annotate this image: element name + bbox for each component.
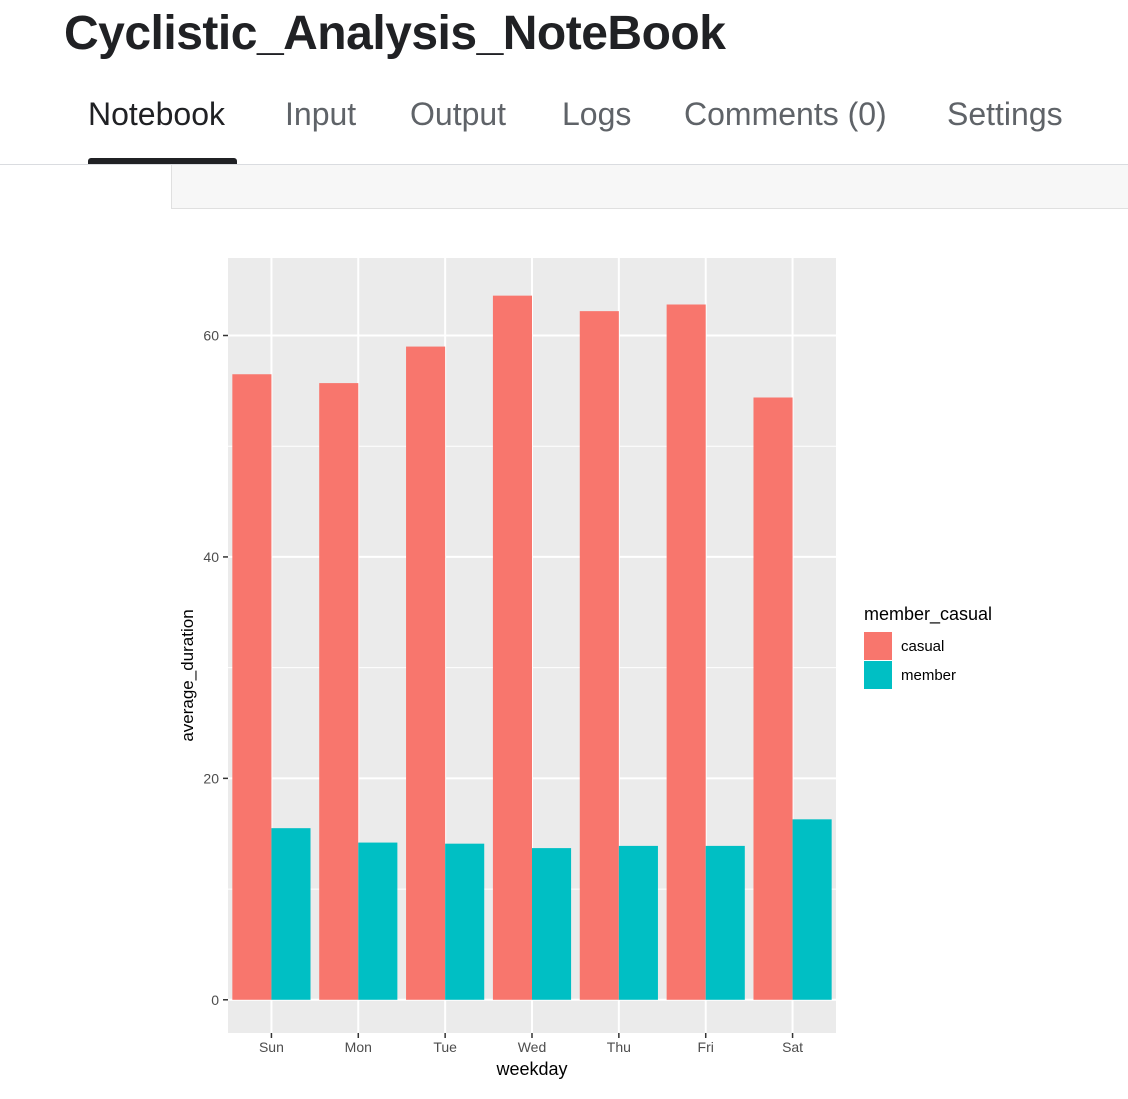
x-tick-label: Sat (782, 1039, 803, 1055)
legend-key-member (864, 661, 892, 689)
bar-member-thu (618, 845, 658, 1000)
notebook-title: Cyclistic_Analysis_NoteBook (64, 7, 726, 60)
x-axis-title: weekday (495, 1059, 567, 1079)
bar-member-sat (792, 819, 832, 1000)
y-tick-label: 40 (203, 549, 219, 565)
bar-casual-fri (666, 304, 706, 1000)
y-tick-label: 60 (203, 328, 219, 344)
bar-casual-sun (232, 374, 272, 1000)
y-axis-title: average_duration (178, 609, 197, 741)
bar-casual-mon (319, 383, 359, 1000)
legend-label-casual: casual (901, 638, 944, 655)
x-tick-label: Fri (698, 1039, 714, 1055)
bar-casual-wed (492, 295, 532, 1000)
bar-member-mon (358, 842, 398, 1000)
bar-casual-sat (753, 397, 793, 1000)
bar-member-fri (705, 845, 745, 1000)
tab-logs[interactable]: Logs (562, 96, 632, 132)
tab-settings[interactable]: Settings (947, 96, 1063, 132)
y-tick-label: 20 (203, 770, 219, 786)
active-tab-indicator (88, 158, 237, 164)
tab-comments[interactable]: Comments (0) (684, 96, 887, 132)
bar-casual-thu (579, 311, 619, 1000)
tab-notebook[interactable]: Notebook (88, 96, 225, 132)
x-tick-label: Sun (259, 1039, 284, 1055)
bar-member-wed (532, 848, 572, 1000)
y-tick-label: 0 (211, 992, 219, 1008)
bar-member-sun (271, 828, 311, 1000)
tab-input[interactable]: Input (285, 96, 357, 132)
x-tick-label: Tue (433, 1039, 457, 1055)
tab-bar: Notebook Input Output Logs Comments (0) … (0, 88, 1128, 165)
x-tick-label: Mon (345, 1039, 372, 1055)
legend-key-casual (864, 632, 892, 660)
x-tick-label: Wed (518, 1039, 547, 1055)
legend-title: member_casual (864, 604, 992, 625)
bar-member-tue (445, 843, 485, 1000)
bar-casual-tue (406, 346, 446, 1000)
legend-label-member: member (901, 667, 956, 684)
x-tick-label: Thu (607, 1039, 631, 1055)
tab-output[interactable]: Output (410, 96, 507, 132)
